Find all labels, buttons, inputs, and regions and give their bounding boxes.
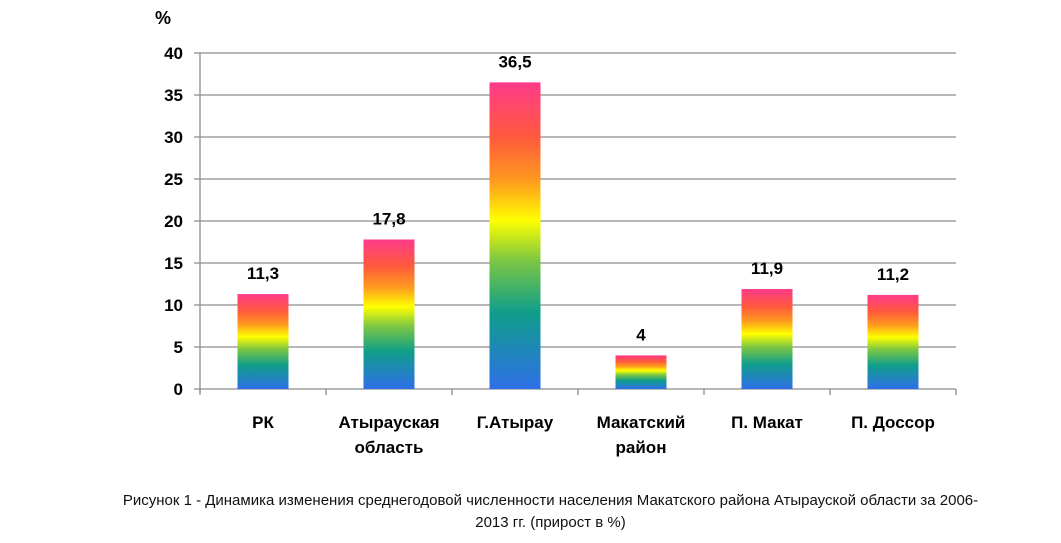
bar xyxy=(615,355,667,389)
y-tick-label: 30 xyxy=(164,128,183,147)
y-tick-label: 5 xyxy=(174,338,183,357)
x-axis-labels: РК Атырауская область Г.Атырау Макатский райо… xyxy=(252,413,935,457)
bar xyxy=(741,289,793,389)
gridlines xyxy=(194,52,957,395)
x-category-label: область xyxy=(355,438,424,457)
data-label: 17,8 xyxy=(372,209,405,228)
data-label: 36,5 xyxy=(498,52,531,71)
x-category-label: Атырауская xyxy=(338,413,439,432)
caption-line-2: 2013 гг. (прирост в %) xyxy=(475,514,626,531)
x-category-label: район xyxy=(616,438,667,457)
bar xyxy=(237,294,289,389)
x-category-label: РК xyxy=(252,413,274,432)
data-label: 4 xyxy=(636,325,646,344)
bar-chart: 0 5 10 15 20 25 30 35 40 11,3 17,8 36,5 4 11,9 11,2 Р… xyxy=(155,8,957,457)
x-category-label: П. Доссор xyxy=(851,413,935,432)
data-label: 11,9 xyxy=(751,259,783,278)
figure-caption: Рисунок 1 - Динамика изменения среднегод… xyxy=(40,490,1061,534)
y-tick-label: 10 xyxy=(164,296,183,315)
y-tick-label: 35 xyxy=(164,86,183,105)
y-tick-label: 20 xyxy=(164,212,183,231)
data-label: 11,2 xyxy=(877,265,909,284)
x-category-label: П. Макат xyxy=(731,413,803,432)
y-tick-label: 15 xyxy=(164,254,183,273)
bar xyxy=(489,82,541,390)
y-tick-label: 40 xyxy=(164,44,183,63)
y-axis-ticks: 0 5 10 15 20 25 30 35 40 xyxy=(164,44,183,399)
caption-line-1: Рисунок 1 - Динамика изменения среднегод… xyxy=(122,492,979,509)
x-category-label: Г.Атырау xyxy=(477,413,554,432)
x-category-label: Макатский xyxy=(597,413,686,432)
y-axis-label: % xyxy=(155,8,171,28)
data-labels: 11,3 17,8 36,5 4 11,9 11,2 xyxy=(247,52,909,344)
data-label: 11,3 xyxy=(247,264,279,283)
bar xyxy=(867,294,919,389)
y-tick-label: 25 xyxy=(164,170,183,189)
bar xyxy=(363,239,415,389)
bars xyxy=(237,82,919,390)
y-tick-label: 0 xyxy=(174,380,183,399)
